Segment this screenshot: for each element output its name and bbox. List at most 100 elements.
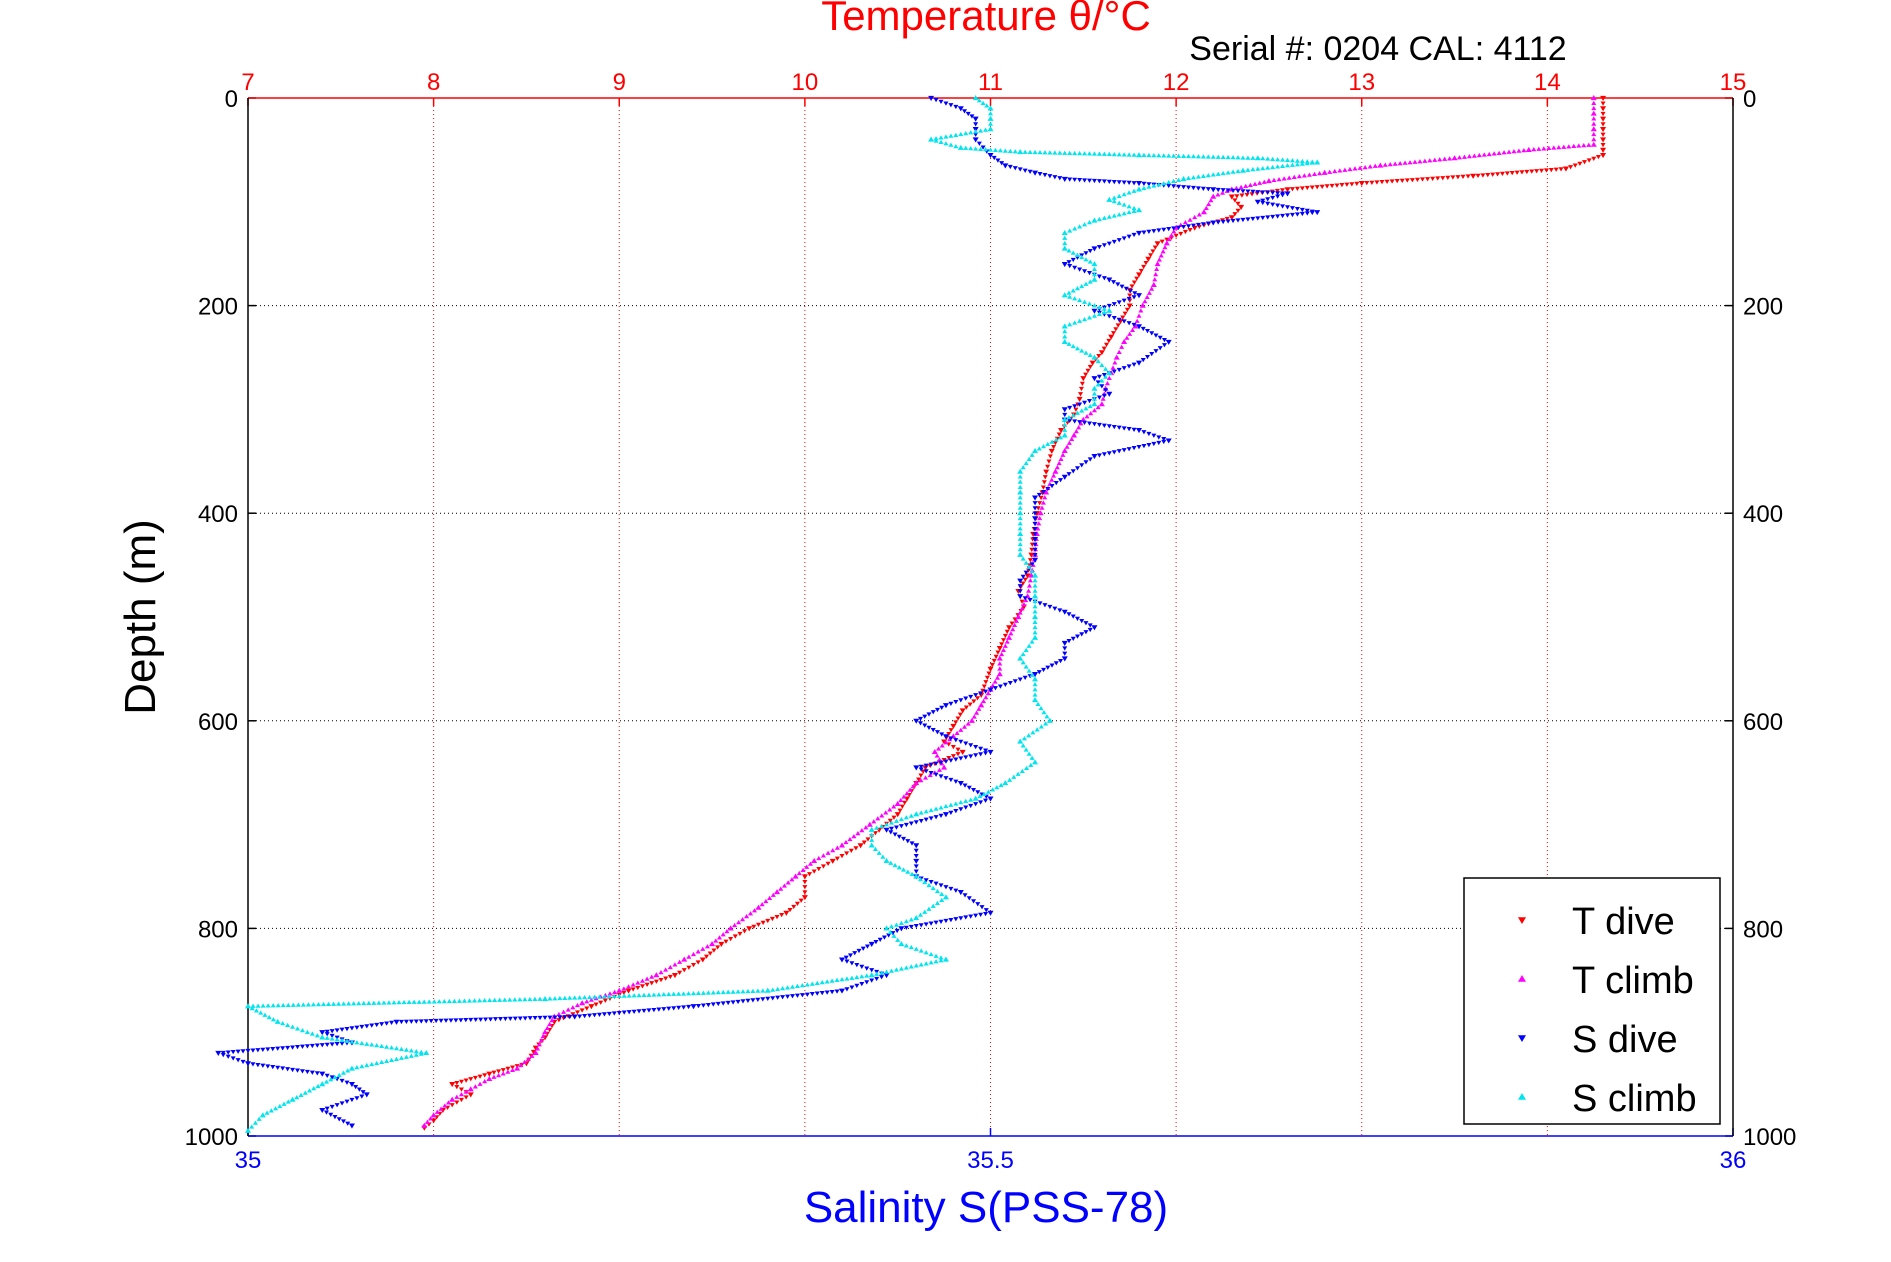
data-point xyxy=(968,914,974,919)
data-point xyxy=(1087,301,1092,306)
data-point xyxy=(1098,401,1105,407)
data-point xyxy=(1586,142,1592,147)
data-point xyxy=(963,705,969,710)
data-point xyxy=(1195,186,1201,191)
data-point xyxy=(1382,162,1388,167)
data-point xyxy=(319,1034,326,1040)
data-point xyxy=(1228,215,1235,221)
data-point xyxy=(1171,178,1177,184)
data-point xyxy=(799,993,805,998)
data-point xyxy=(774,889,781,895)
data-point xyxy=(1255,190,1261,195)
data-point xyxy=(482,1073,488,1078)
data-point xyxy=(1260,200,1266,206)
data-point xyxy=(1200,154,1206,159)
data-point xyxy=(1591,100,1597,105)
data-point xyxy=(1139,302,1146,308)
data-point xyxy=(332,1074,338,1080)
data-point xyxy=(661,1007,667,1012)
data-point xyxy=(631,993,637,998)
data-point xyxy=(705,990,711,995)
data-point xyxy=(445,1100,451,1105)
data-point xyxy=(1072,320,1078,325)
data-point xyxy=(1136,445,1142,450)
data-point xyxy=(1499,171,1505,177)
data-point xyxy=(1066,248,1072,253)
data-point xyxy=(987,687,994,693)
data-point xyxy=(990,787,996,792)
data-point xyxy=(1026,668,1032,673)
data-point xyxy=(980,100,986,105)
data-point xyxy=(1028,762,1034,768)
data-point xyxy=(1019,768,1025,773)
data-point xyxy=(1577,161,1583,167)
data-point xyxy=(1067,150,1073,156)
data-point xyxy=(1240,217,1246,223)
data-point xyxy=(1074,634,1080,639)
data-point xyxy=(1339,183,1345,188)
data-point xyxy=(963,741,969,746)
data-point xyxy=(864,944,870,949)
data-point xyxy=(892,862,898,868)
data-point xyxy=(913,915,920,921)
data-point xyxy=(1032,527,1038,532)
data-point xyxy=(883,810,889,815)
data-point xyxy=(1131,280,1137,285)
data-point xyxy=(1080,376,1087,382)
data-point xyxy=(220,1052,226,1058)
data-point xyxy=(436,999,442,1004)
data-point xyxy=(1002,148,1008,153)
data-point xyxy=(339,1078,345,1084)
data-point xyxy=(922,723,928,728)
data-point xyxy=(1299,158,1305,164)
data-point xyxy=(1004,629,1010,635)
data-point xyxy=(636,992,642,998)
data-point xyxy=(869,968,875,973)
data-point xyxy=(658,970,664,975)
data-point xyxy=(869,837,875,842)
data-point xyxy=(527,996,533,1002)
data-point xyxy=(1275,214,1281,219)
data-point xyxy=(1036,521,1042,526)
data-point xyxy=(1367,164,1373,169)
data-point xyxy=(700,1003,706,1008)
data-point xyxy=(1091,625,1098,631)
data-point xyxy=(394,1056,399,1061)
data-point xyxy=(1121,192,1127,197)
data-point xyxy=(1205,154,1211,159)
data-point xyxy=(1514,170,1520,175)
data-point xyxy=(936,767,942,772)
data-point xyxy=(280,1046,286,1051)
data-point xyxy=(1122,311,1128,316)
data-point xyxy=(250,1062,256,1067)
data-point xyxy=(998,782,1004,788)
data-point xyxy=(1121,236,1127,241)
data-point xyxy=(398,1019,404,1025)
data-point xyxy=(987,115,994,121)
data-point xyxy=(1074,466,1080,471)
data-point xyxy=(1337,168,1343,173)
data-point xyxy=(1124,335,1130,340)
data-point xyxy=(326,1001,332,1007)
data-point xyxy=(1073,407,1079,412)
data-point xyxy=(972,137,979,143)
data-point xyxy=(1141,152,1147,157)
data-point xyxy=(981,791,987,796)
data-point xyxy=(1061,323,1068,329)
data-point xyxy=(1332,168,1338,174)
data-point xyxy=(1281,176,1287,181)
data-point xyxy=(1040,500,1046,505)
data-point xyxy=(482,1079,488,1084)
data-point xyxy=(562,995,568,1000)
data-point xyxy=(1096,453,1102,458)
data-point xyxy=(983,908,989,913)
data-point xyxy=(1052,440,1058,446)
data-point xyxy=(976,98,982,103)
data-point xyxy=(1051,445,1057,450)
data-point xyxy=(454,1094,460,1099)
data-point xyxy=(1042,495,1048,500)
data-point xyxy=(999,642,1005,647)
data-point xyxy=(984,103,990,108)
data-point xyxy=(1017,589,1023,594)
data-point xyxy=(1304,185,1310,191)
